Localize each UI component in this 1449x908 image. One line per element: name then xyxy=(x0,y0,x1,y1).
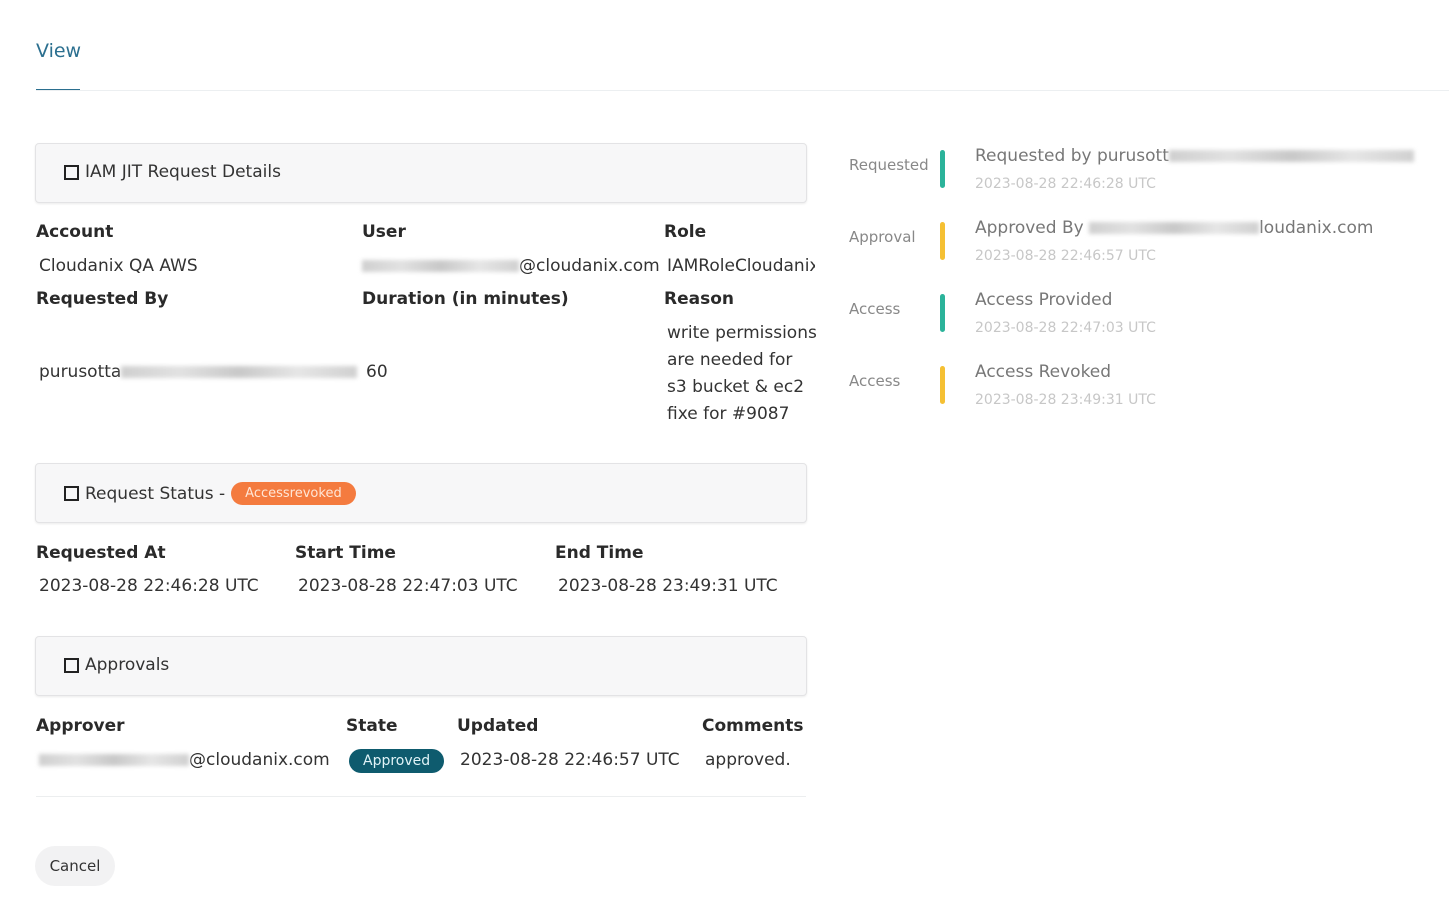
requested-at-label: Requested At xyxy=(36,543,166,563)
reason-label: Reason xyxy=(664,289,734,309)
status-card-header: Request Status - Accessrevoked xyxy=(35,463,807,523)
timeline-title: Approved By loudanix.com xyxy=(975,218,1374,238)
tab-view[interactable]: View xyxy=(36,40,82,62)
comments-value: approved. xyxy=(705,750,791,770)
timeline-title: Access Provided xyxy=(975,290,1113,310)
requested-at-value: 2023-08-28 22:46:28 UTC xyxy=(39,576,259,596)
cancel-button[interactable]: Cancel xyxy=(35,846,115,886)
status-badge: Accessrevoked xyxy=(231,482,356,505)
duration-value: 60 xyxy=(366,362,388,382)
start-time-label: Start Time xyxy=(295,543,396,563)
timeline-title: Access Revoked xyxy=(975,362,1112,382)
square-icon xyxy=(64,657,79,673)
timeline-label: Access xyxy=(849,372,901,390)
end-time-label: End Time xyxy=(555,543,644,563)
end-time-value: 2023-08-28 23:49:31 UTC xyxy=(558,576,778,596)
updated-value: 2023-08-28 22:46:57 UTC xyxy=(460,750,680,770)
user-label: User xyxy=(362,222,406,242)
redacted-text xyxy=(39,754,189,766)
redacted-text xyxy=(1168,150,1414,162)
approver-value: @cloudanix.com xyxy=(39,750,330,770)
updated-header: Updated xyxy=(457,716,539,736)
approver-header: Approver xyxy=(36,716,125,736)
square-icon xyxy=(64,164,79,180)
square-icon xyxy=(64,486,79,501)
role-label: Role xyxy=(664,222,707,242)
tabs-divider xyxy=(36,90,1449,91)
redacted-text xyxy=(362,260,519,272)
user-value: @cloudanix.com xyxy=(362,256,660,276)
timeline-bar xyxy=(940,150,945,188)
timeline-time: 2023-08-28 22:46:28 UTC xyxy=(975,176,1156,192)
timeline-bar xyxy=(940,222,945,260)
timeline-label: Access xyxy=(849,300,901,318)
timeline-label: Approval xyxy=(849,228,916,246)
timeline-time: 2023-08-28 22:46:57 UTC xyxy=(975,248,1156,264)
start-time-value: 2023-08-28 22:47:03 UTC xyxy=(298,576,518,596)
comments-header: Comments xyxy=(702,716,804,736)
timeline-bar xyxy=(940,294,945,332)
reason-value: write permissions are needed for s3 buck… xyxy=(667,323,817,424)
state-badge: Approved xyxy=(349,749,445,773)
approvals-title: Approvals xyxy=(85,655,170,675)
details-card-header: IAM JIT Request Details xyxy=(35,143,807,203)
timeline-time: 2023-08-28 23:49:31 UTC xyxy=(975,392,1156,408)
timeline-time: 2023-08-28 22:47:03 UTC xyxy=(975,320,1156,336)
table-divider xyxy=(36,796,806,797)
approvals-card-header: Approvals xyxy=(35,636,807,696)
details-title: IAM JIT Request Details xyxy=(85,162,281,182)
state-header: State xyxy=(346,716,398,736)
account-value: Cloudanix QA AWS xyxy=(39,256,198,276)
status-title: Request Status - xyxy=(85,483,226,504)
timeline-label: Requested xyxy=(849,156,929,174)
timeline-title: Requested by purusott xyxy=(975,146,1414,166)
role-value: IAMRoleCloudanix xyxy=(667,256,815,276)
timeline-bar xyxy=(940,366,945,404)
requested-by-label: Requested By xyxy=(36,289,169,309)
requested-by-value: purusotta xyxy=(39,362,358,382)
redacted-text xyxy=(1089,222,1260,234)
account-label: Account xyxy=(36,222,114,242)
redacted-text xyxy=(121,366,358,378)
duration-label: Duration (in minutes) xyxy=(362,289,569,309)
